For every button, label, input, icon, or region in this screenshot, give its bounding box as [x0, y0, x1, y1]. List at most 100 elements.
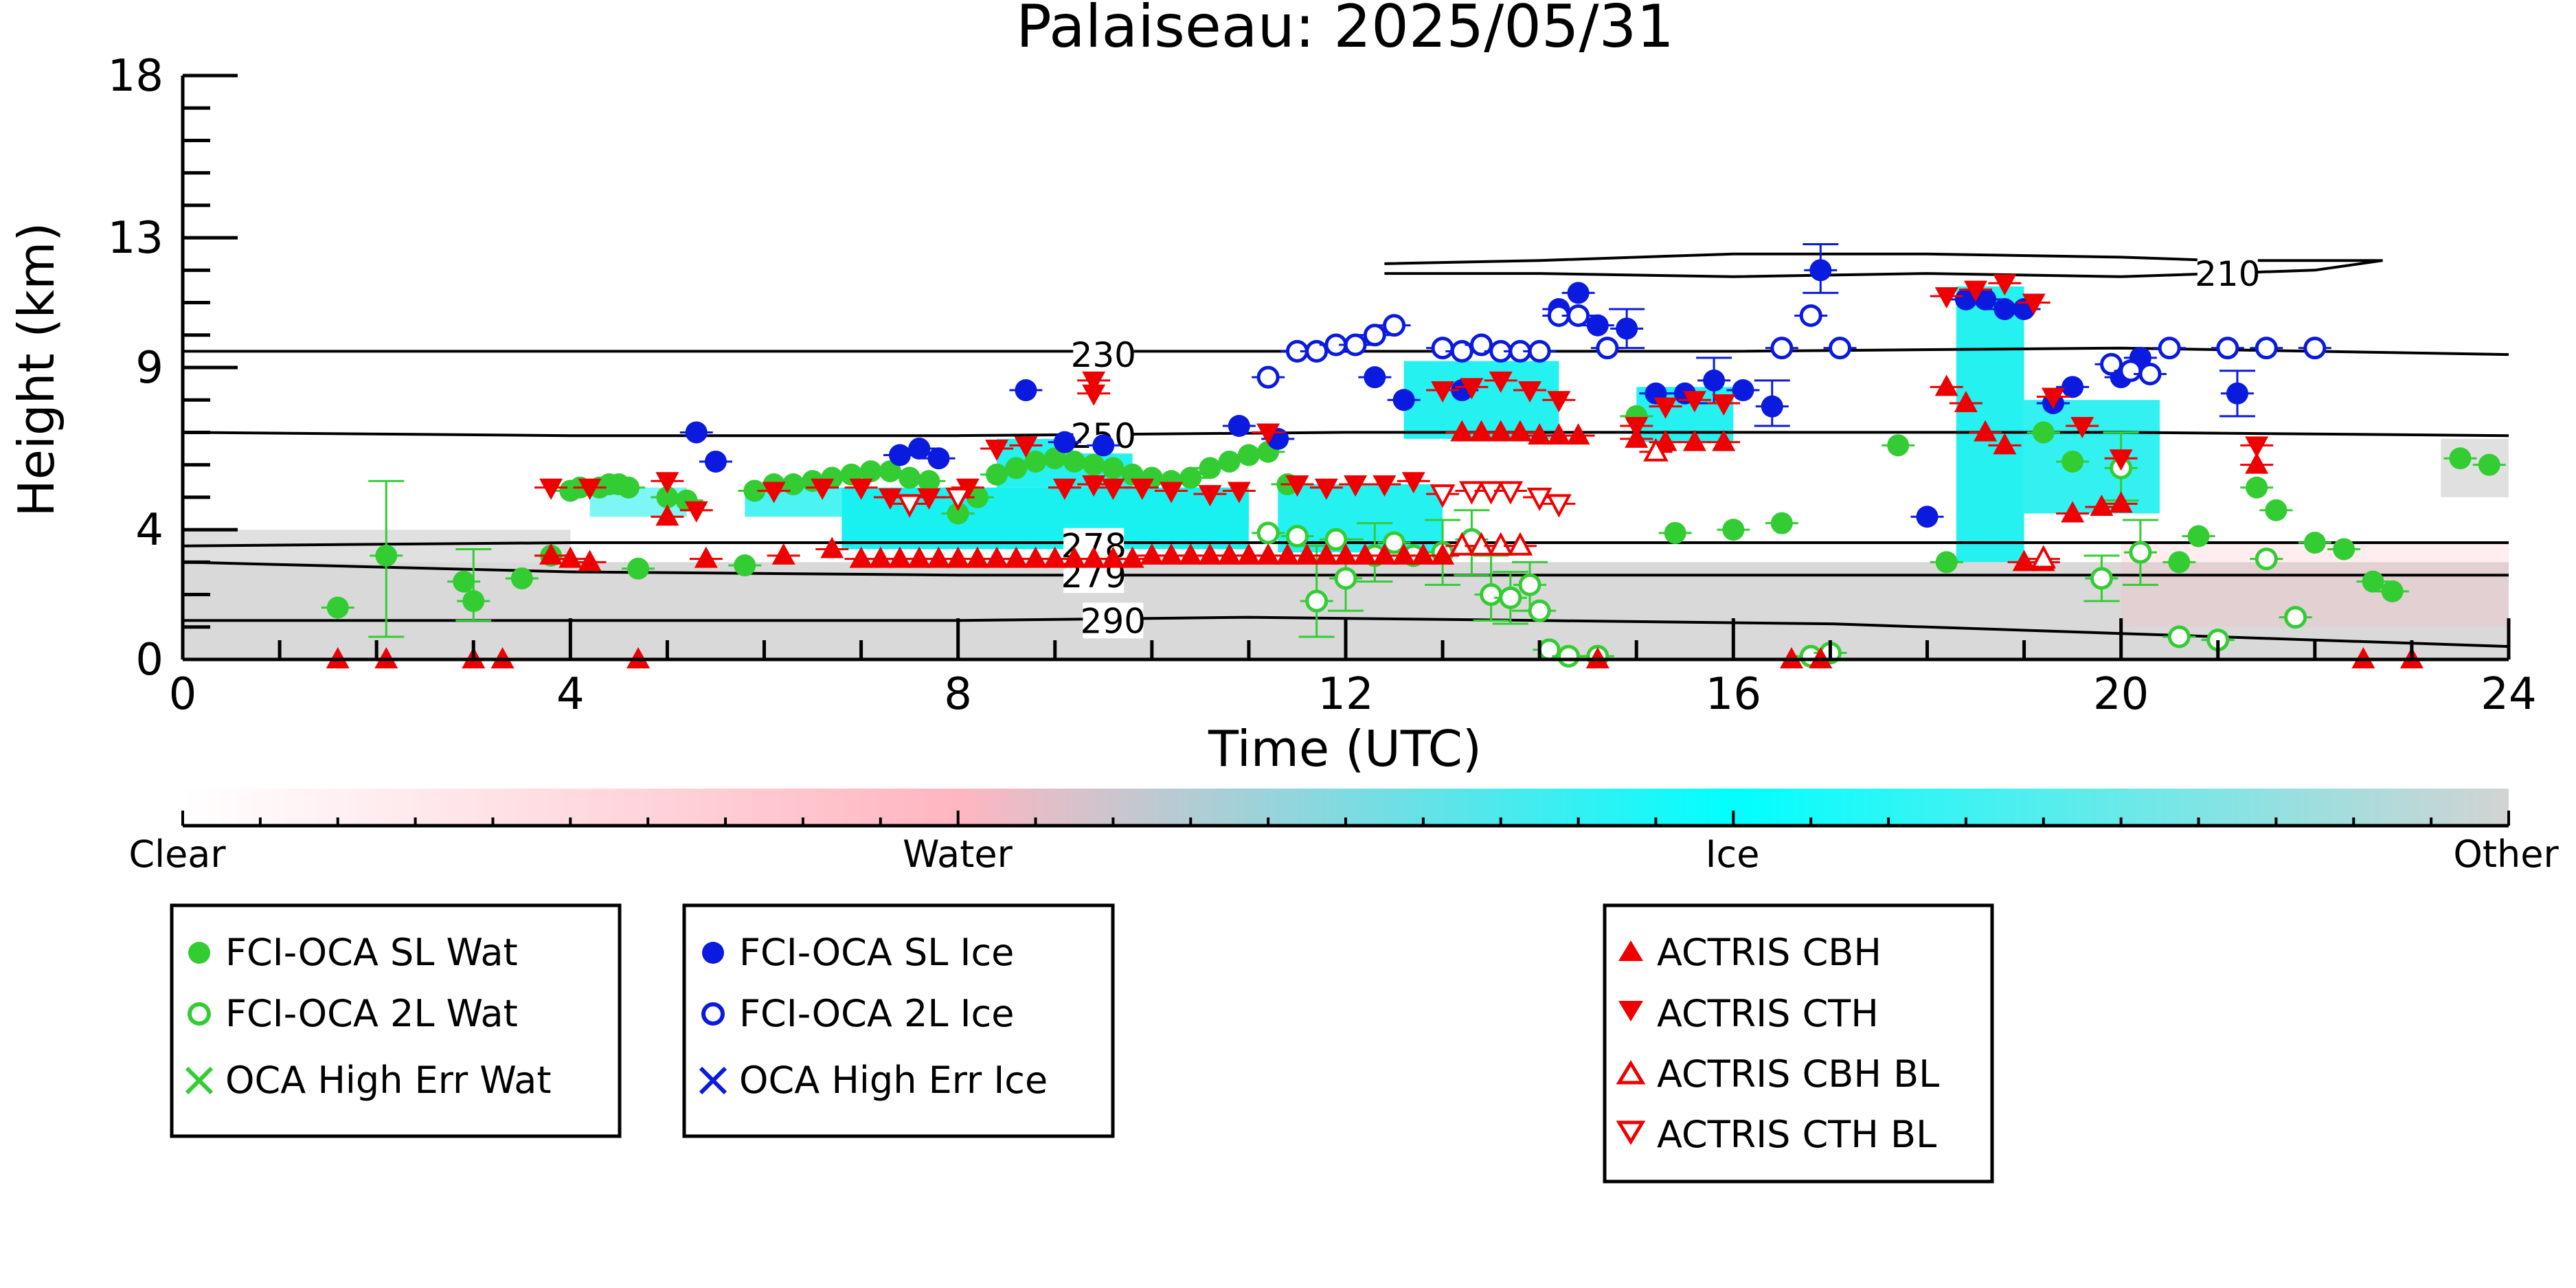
marker-actris-cbh — [820, 536, 844, 558]
marker-fci-oca-sl-ice — [2061, 376, 2084, 398]
marker-fci-oca-sl-wat — [899, 466, 921, 489]
marker-actris-cbh — [1198, 543, 1222, 565]
legend-marker-2l-ice — [701, 1002, 725, 1026]
marker-actris-cbh — [1334, 543, 1357, 565]
marker-actris-cbh — [578, 550, 602, 572]
marker-fci-oca-2l-wat — [2167, 625, 2191, 648]
marker-actris-cth-bl — [1498, 481, 1524, 505]
marker-fci-oca-sl-wat — [2303, 532, 2326, 554]
marker-actris-cth — [1547, 391, 1571, 413]
marker-actris-cbh — [1411, 543, 1435, 565]
marker-actris-cbh — [771, 543, 795, 565]
marker-fci-oca-2l-ice — [1450, 339, 1473, 363]
marker-actris-cbh — [1217, 543, 1241, 565]
marker-actris-cbh-bl — [1469, 532, 1494, 556]
legend-label-sl-ice: FCI-OCA SL Ice — [739, 931, 1014, 974]
marker-actris-cth — [1052, 478, 1076, 500]
contour-line — [182, 431, 2509, 438]
marker-actris-cbh — [1372, 543, 1397, 565]
marker-actris-cth — [1082, 475, 1106, 497]
marker-actris-cbh — [2090, 495, 2114, 517]
marker-fci-oca-2l-wat — [2255, 547, 2278, 571]
marker-actris-cbh — [2012, 550, 2036, 572]
legend-frame — [1603, 903, 1994, 1184]
contour-label-bg — [1083, 602, 1144, 639]
marker-fci-oca-sl-wat — [2032, 421, 2055, 444]
legend-marker-cth-bl — [1616, 1120, 1646, 1145]
marker-fci-oca-sl-ice — [2226, 382, 2248, 405]
marker-fci-oca-sl-wat — [1664, 521, 1686, 544]
marker-actris-cth — [578, 478, 602, 500]
marker-fci-oca-sl-ice — [908, 438, 931, 460]
marker-actris-cbh-bl — [1488, 532, 1514, 556]
y-axis-label: Height (km) — [8, 223, 65, 517]
marker-actris-cth — [1082, 384, 1106, 406]
marker-actris-cth — [2109, 449, 2133, 471]
marker-actris-cth — [1256, 423, 1280, 445]
marker-fci-oca-sl-wat — [918, 470, 940, 493]
legend-label-sl-wat: FCI-OCA SL Wat — [225, 931, 518, 974]
marker-fci-oca-sl-wat — [326, 596, 349, 619]
marker-fci-oca-2l-ice — [1829, 337, 1852, 360]
marker-actris-cth — [1014, 436, 1038, 458]
marker-actris-cbh — [1431, 543, 1455, 565]
y-tick-label: 18 — [108, 51, 163, 102]
x-tick-label: 4 — [556, 669, 585, 720]
marker-actris-cbh — [1024, 546, 1048, 568]
marker-actris-cth — [1344, 475, 1368, 497]
marker-actris-cth — [1082, 371, 1106, 393]
marker-actris-cth — [1934, 287, 1958, 309]
marker-fci-oca-2l-ice — [1256, 365, 1280, 389]
marker-fci-oca-sl-wat — [453, 570, 475, 593]
marker-actris-cbh — [694, 546, 718, 568]
marker-fci-oca-sl-wat — [2061, 450, 2084, 473]
marker-fci-oca-sl-wat — [1770, 512, 1793, 534]
marker-actris-cth-bl — [1546, 494, 1572, 518]
x-tick-label: 24 — [2481, 669, 2536, 720]
marker-fci-oca-sl-wat — [627, 557, 650, 580]
marker-fci-oca-2l-ice — [1431, 337, 1454, 360]
marker-actris-cbh — [655, 504, 679, 526]
marker-fci-oca-sl-wat — [1102, 457, 1125, 479]
marker-actris-cth — [1460, 378, 1484, 400]
marker-actris-cth — [1712, 394, 1736, 416]
marker-fci-oca-sl-wat — [1005, 457, 1028, 479]
x-axis-label: Time (UTC) — [1208, 720, 1482, 778]
colorbar-label-ice: Ice — [1706, 833, 1760, 876]
colorbar-label-other: Other — [2453, 833, 2559, 876]
marker-actris-cth — [1489, 371, 1513, 393]
marker-fci-oca-sl-wat — [2246, 476, 2268, 499]
marker-fci-oca-sl-ice — [1053, 431, 1076, 453]
marker-actris-cbh — [1682, 429, 1706, 451]
marker-fci-oca-2l-ice — [2100, 352, 2123, 376]
marker-fci-oca-2l-wat — [1324, 528, 1348, 551]
marker-actris-cbh — [1160, 543, 1184, 565]
legend-label-cbh: ACTRIS CBH — [1657, 931, 1882, 974]
marker-actris-cbh — [1140, 543, 1164, 565]
marker-fci-oca-sl-ice — [1616, 317, 1638, 340]
marker-actris-cbh — [1934, 374, 1958, 396]
colorbar-label-water: Water — [903, 833, 1013, 876]
legend-frame — [170, 903, 622, 1138]
marker-fci-oca-2l-ice — [1383, 314, 1406, 337]
marker-actris-cbh — [1276, 543, 1300, 565]
marker-fci-oca-sl-wat — [734, 554, 756, 577]
marker-fci-oca-2l-ice — [2119, 359, 2143, 383]
contour-label-bg — [1073, 337, 1134, 373]
retrieval-markers — [321, 259, 2506, 668]
x-tick-label: 12 — [1318, 669, 1373, 720]
marker-fci-oca-2l-wat — [2090, 567, 2113, 590]
marker-actris-cbh — [1392, 543, 1416, 565]
marker-actris-cbh — [1974, 420, 1998, 442]
marker-fci-oca-sl-wat — [1887, 434, 1910, 457]
marker-fci-oca-sl-wat — [462, 590, 485, 612]
legend-marker-err-ice — [699, 1066, 727, 1095]
marker-fci-oca-sl-wat — [1024, 450, 1047, 473]
marker-actris-cth — [1160, 482, 1184, 504]
marker-fci-oca-2l-ice — [1567, 304, 1590, 327]
marker-fci-oca-2l-ice — [1770, 337, 1794, 360]
y-tick-label: 0 — [135, 635, 163, 686]
marker-actris-cth — [1431, 381, 1455, 403]
marker-actris-cbh — [1528, 423, 1552, 445]
marker-fci-oca-sl-wat — [510, 567, 533, 589]
